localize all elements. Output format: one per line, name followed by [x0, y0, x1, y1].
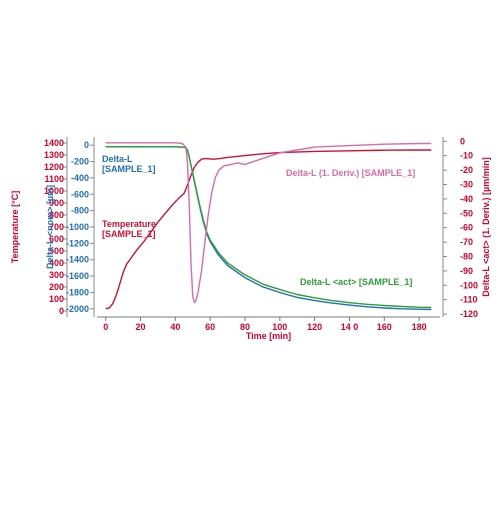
temp-tick-label: 1400	[44, 138, 64, 148]
temp-tick-label: 1100	[44, 174, 64, 184]
x-tick-label: 20	[136, 322, 146, 332]
nom-tick-label: -200	[71, 157, 89, 167]
temp-tick-label: 1200	[44, 162, 64, 172]
nom-tick-label: -400	[71, 173, 89, 183]
temp-tick-label: 800	[49, 210, 64, 220]
nom-axis-title: Delta-L <nom> [µm]	[45, 185, 55, 269]
deriv-tick-label: -100	[460, 280, 478, 290]
x-tick-label: 80	[240, 322, 250, 332]
annotation-delta-l-nom: [SAMPLE_1]	[102, 164, 156, 174]
x-tick-label: 0	[103, 322, 108, 332]
x-axis-title: Time [min]	[246, 331, 291, 341]
series-line-derivative	[105, 142, 432, 304]
deriv-tick-label: -10	[460, 151, 473, 161]
deriv-tick-label: -80	[460, 252, 473, 262]
nom-tick-label: 0	[84, 140, 89, 150]
annotation-temperature: Temperature	[102, 219, 156, 229]
nom-tick-label: -1600	[66, 271, 89, 281]
deriv-tick-label: -60	[460, 223, 473, 233]
x-tick-label: 120	[307, 322, 322, 332]
nom-tick-label: -800	[71, 206, 89, 216]
deriv-axis-title: Delta-L <act> (1. Deriv.) [µm/min]	[481, 157, 491, 296]
deriv-tick-label: -90	[460, 266, 473, 276]
x-tick-label: 160	[377, 322, 392, 332]
nom-tick-label: -1000	[66, 222, 89, 232]
deriv-tick-label: -40	[460, 194, 473, 204]
x-tick-label: 14 0	[341, 322, 359, 332]
deriv-tick-label: -70	[460, 237, 473, 247]
x-tick-label: 40	[170, 322, 180, 332]
x-tick-label: 100	[272, 322, 287, 332]
annotation-delta-l-nom: Delta-L	[102, 154, 133, 164]
temp-tick-label: 1000	[44, 186, 64, 196]
x-tick-label: 180	[412, 322, 427, 332]
deriv-tick-label: -110	[460, 295, 478, 305]
temp-tick-label: 200	[49, 282, 64, 292]
nom-tick-label: -600	[71, 189, 89, 199]
nom-tick-label: -2000	[66, 304, 89, 314]
deriv-tick-label: -120	[460, 309, 478, 319]
nom-tick-label: -1800	[66, 287, 89, 297]
deriv-tick-label: -20	[460, 165, 473, 175]
temp-tick-label: 1300	[44, 150, 64, 160]
temp-tick-label: 100	[49, 294, 64, 304]
deriv-tick-label: -50	[460, 208, 473, 218]
temp-tick-label: 700	[49, 222, 64, 232]
annotation-temperature: [SAMPLE_1]	[102, 229, 156, 239]
deriv-tick-label: -30	[460, 180, 473, 190]
temp-tick-label: 0	[59, 306, 64, 316]
temp-tick-label: 900	[49, 198, 64, 208]
deriv-tick-label: 0	[460, 136, 465, 146]
temp-tick-label: 300	[49, 270, 64, 280]
temp-tick-label: 500	[49, 246, 64, 256]
temp-axis-title: Temperature [°C]	[10, 191, 20, 263]
nom-tick-label: -1200	[66, 238, 89, 248]
temp-tick-label: 600	[49, 234, 64, 244]
series-line-delta-l-act	[105, 146, 432, 309]
annotation-derivative: Delta-L (1. Deriv.) [SAMPLE_1]	[286, 168, 415, 178]
nom-tick-label: -1400	[66, 255, 89, 265]
temp-tick-label: 400	[49, 258, 64, 268]
annotation-delta-l-act: Delta-L <act> [SAMPLE_1]	[300, 277, 412, 287]
series-line-temperature	[105, 149, 432, 310]
x-tick-label: 60	[205, 322, 215, 332]
